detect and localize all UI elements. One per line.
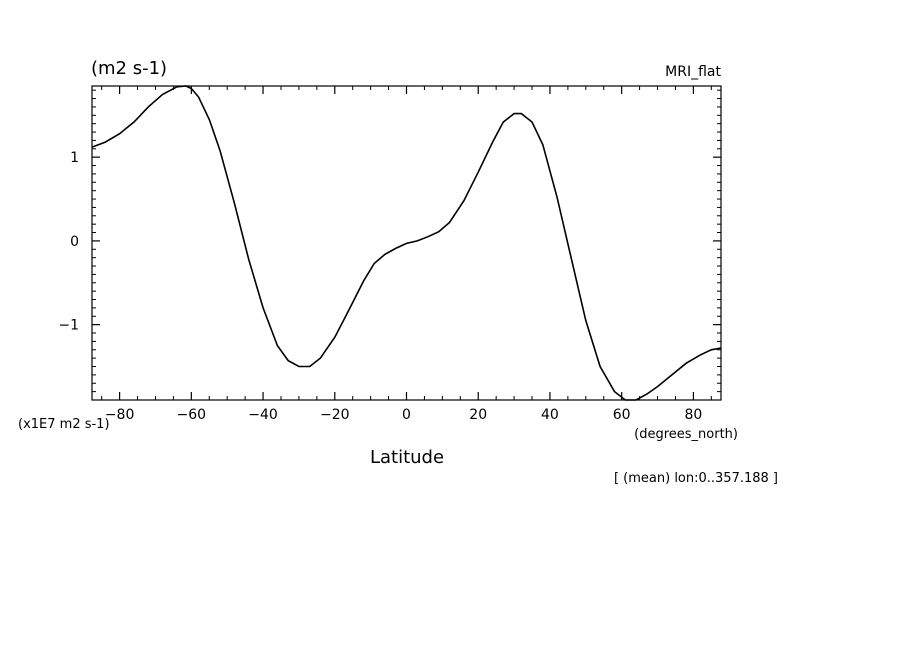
chart-subtitle: MRI_flat bbox=[665, 64, 721, 80]
y-tick-label: −1 bbox=[58, 318, 79, 334]
x-tick-label: 0 bbox=[402, 407, 411, 423]
x-tick-label: −40 bbox=[248, 407, 278, 423]
y-axis-ticks: −1 0 1 bbox=[58, 150, 721, 334]
x-tick-label: 60 bbox=[613, 407, 631, 423]
x-tick-label: −60 bbox=[177, 407, 207, 423]
x-axis-ticks: −80 −60 −40 −20 0 20 40 60 80 bbox=[105, 86, 702, 423]
x-tick-label: −80 bbox=[105, 407, 135, 423]
y-tick-label: 0 bbox=[70, 234, 79, 250]
y-scale-note: (x1E7 m2 s-1) bbox=[18, 417, 110, 432]
series-line bbox=[91, 85, 722, 401]
x-tick-label: 20 bbox=[469, 407, 487, 423]
annotation-mean-lon: [ (mean) lon:0..357.188 ] bbox=[614, 471, 778, 486]
minor-ticks bbox=[92, 86, 721, 400]
x-axis-units: (degrees_north) bbox=[634, 427, 738, 442]
x-axis-label: Latitude bbox=[370, 447, 444, 468]
y-tick-label: 1 bbox=[70, 150, 79, 166]
x-tick-label: −20 bbox=[320, 407, 350, 423]
chart-title: (m2 s-1) bbox=[91, 58, 167, 79]
x-tick-label: 40 bbox=[541, 407, 559, 423]
x-tick-label: 80 bbox=[684, 407, 702, 423]
